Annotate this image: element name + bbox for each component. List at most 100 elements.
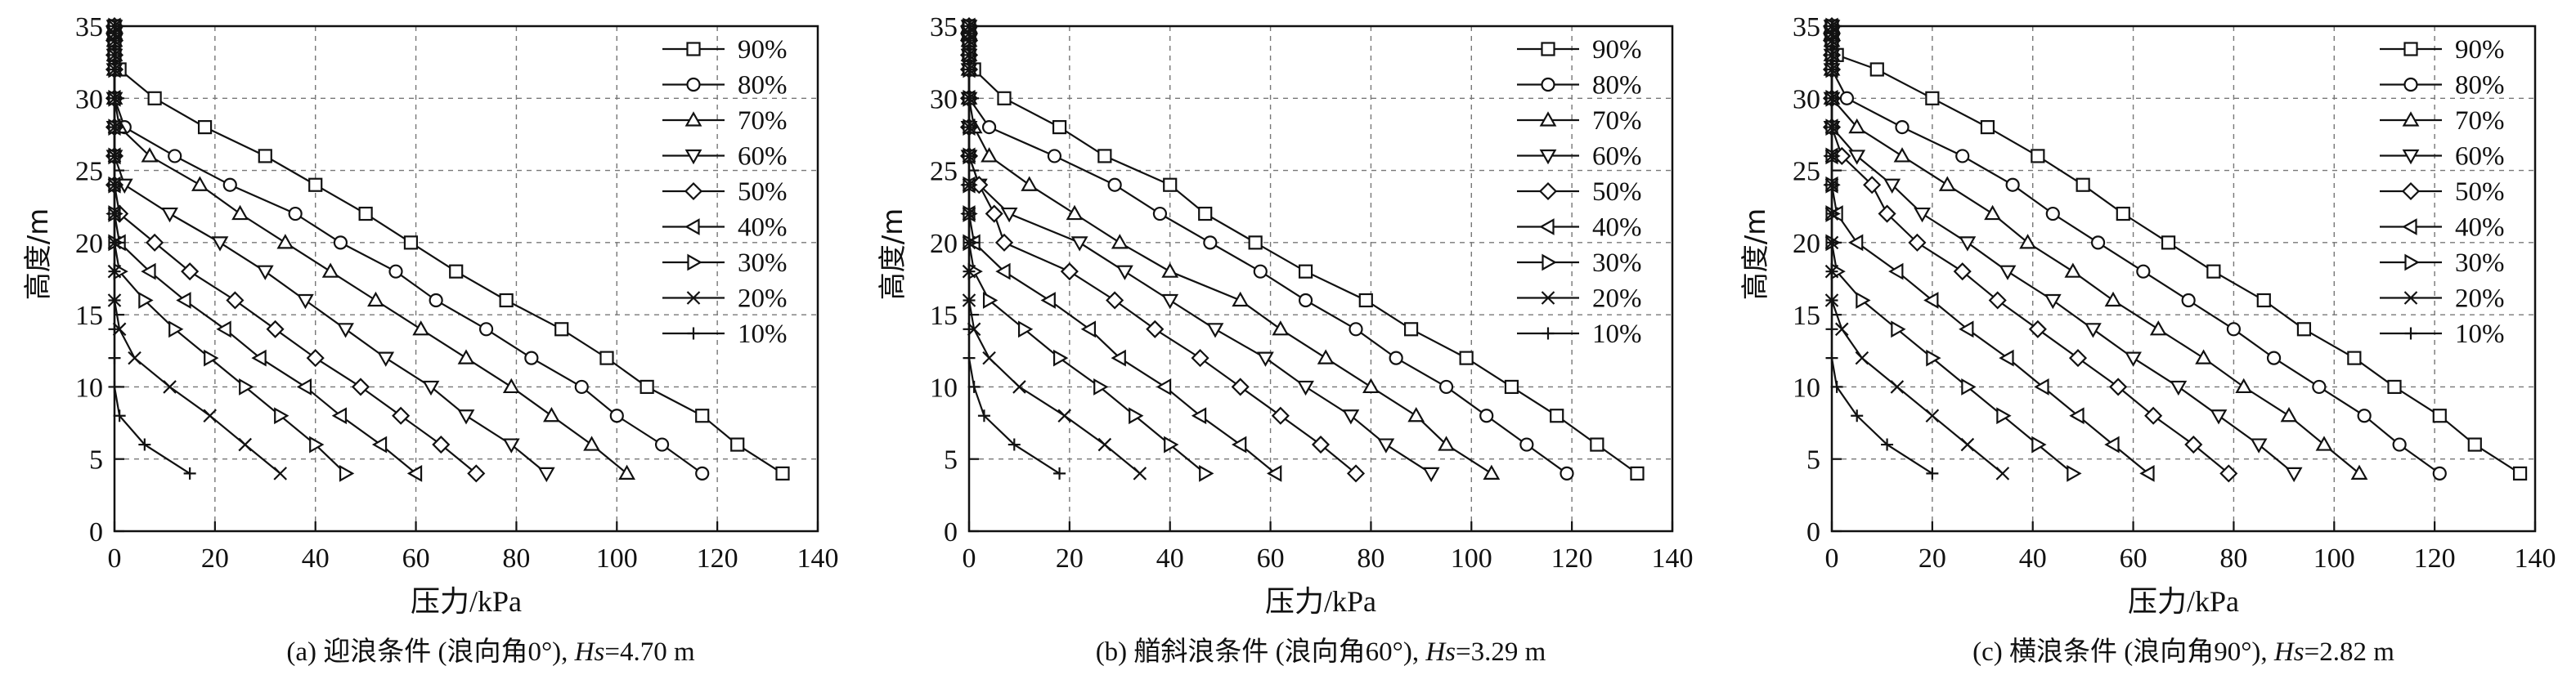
legend-marker: [686, 77, 701, 92]
legend-label: 30%: [2455, 248, 2505, 278]
data-point-circle: [1560, 466, 1574, 481]
legend-marker: [1541, 42, 1555, 56]
data-point-triangle-right: [274, 407, 289, 425]
series-line-90pct: [967, 26, 1638, 475]
x-axis-label: 压力/kPa: [2128, 585, 2239, 618]
data-point-circle: [288, 206, 303, 221]
data-point-triangle-down: [2170, 380, 2188, 396]
data-point-triangle-right: [239, 378, 254, 396]
y-tick-label: 5: [944, 445, 958, 476]
y-tick-label: 25: [930, 157, 958, 187]
legend-label: 70%: [738, 106, 788, 136]
data-point-square: [1630, 466, 1645, 481]
y-tick-label: 30: [75, 84, 103, 114]
data-point-diamond: [2068, 349, 2088, 368]
data-point-triangle-left: [331, 407, 348, 425]
x-tick-label: 40: [2019, 543, 2047, 574]
legend-marker: [1542, 253, 1557, 271]
legend-marker: [1542, 327, 1555, 340]
legend-label: 60%: [738, 142, 788, 172]
data-point-triangle-down: [2085, 323, 2102, 338]
data-point-triangle-up: [1066, 204, 1084, 221]
y-tick-label: 30: [930, 84, 958, 114]
data-point-triangle-up: [191, 176, 209, 191]
legend-label: 30%: [1592, 248, 1642, 278]
y-axis-label: 高度/m: [877, 208, 909, 301]
data-point-square: [2467, 437, 2482, 452]
data-point-triangle-down: [1257, 351, 1274, 367]
data-point-square: [2512, 466, 2528, 481]
data-point-plus: [1851, 409, 1864, 422]
legend-label: 20%: [738, 284, 788, 314]
data-point-plus: [1881, 438, 1894, 451]
axes-frame: [113, 25, 819, 533]
data-point-circle: [695, 466, 710, 481]
data-point-square: [1298, 264, 1313, 279]
data-point-triangle-left: [1847, 234, 1864, 252]
data-point-triangle-up: [543, 407, 560, 422]
data-point-square: [1052, 120, 1067, 135]
data-point-square: [2206, 264, 2221, 279]
legend-label: 70%: [2455, 106, 2505, 136]
legend-marker: [2402, 149, 2420, 165]
x-tick-label: 100: [1451, 543, 1492, 574]
data-point-diamond: [467, 464, 486, 483]
y-tick-label: 0: [89, 517, 103, 548]
data-point-square: [730, 437, 745, 452]
data-point-triangle-left: [1191, 407, 1207, 425]
data-point-square: [1097, 149, 1112, 163]
series-line-50pct: [1830, 26, 2229, 475]
data-point-triangle-right: [1164, 436, 1179, 454]
data-point-triangle-left: [1080, 320, 1097, 338]
data-point-triangle-left: [176, 292, 191, 309]
data-point-triangle-down: [1342, 409, 1360, 425]
legend-marker: [2402, 111, 2420, 127]
legend-marker: [2403, 42, 2418, 56]
data-point-triangle-left: [1040, 292, 1056, 309]
axes-frame: [1830, 25, 2537, 533]
data-point-square: [1403, 322, 1419, 337]
series-line-20pct: [113, 26, 281, 475]
data-point-diamond: [1346, 464, 1366, 483]
data-point-triangle-right: [309, 436, 325, 454]
data-point-triangle-left: [1923, 292, 1939, 309]
data-point-triangle-right: [1856, 292, 1871, 309]
data-point-triangle-up: [1362, 378, 1380, 394]
data-point-triangle-right: [138, 292, 154, 309]
data-point-square: [1248, 235, 1263, 250]
data-point-diamond: [351, 378, 370, 396]
data-point-circle: [2432, 466, 2447, 481]
data-point-diamond: [1106, 291, 1124, 310]
data-point-triangle-down: [1848, 150, 1866, 165]
data-point-triangle-down: [1914, 207, 1931, 223]
data-point-x: [163, 380, 177, 394]
data-point-triangle-left: [995, 262, 1011, 280]
x-tick-label: 120: [1551, 543, 1593, 574]
x-tick-label: 120: [2414, 543, 2456, 574]
data-point-x: [1925, 409, 1940, 423]
data-point-triangle-left: [216, 320, 231, 338]
data-point-circle: [981, 120, 997, 135]
panel-caption: (b) 艏斜浪条件 (浪向角60°), Hs=3.29 m: [1096, 637, 1546, 667]
x-tick-label: 20: [1056, 543, 1084, 574]
data-point-triangle-up: [2019, 234, 2036, 249]
data-point-triangle-down: [2250, 438, 2268, 454]
data-point-triangle-down: [1999, 265, 2017, 280]
data-point-triangle-down: [211, 236, 229, 252]
legend-marker: [684, 111, 702, 127]
y-tick-label: 20: [930, 229, 958, 259]
legend-marker: [1541, 77, 1555, 92]
caption-prefix: (b) 艏斜浪条件 (浪向角60°),: [1096, 637, 1426, 667]
data-point-circle: [524, 351, 539, 365]
data-point-square: [554, 322, 569, 337]
data-point-triangle-up: [1438, 436, 1455, 451]
series-line-60pct: [967, 26, 1432, 475]
data-point-triangle-up: [981, 147, 998, 163]
legend-label: 80%: [738, 71, 788, 101]
data-point-square: [1550, 409, 1564, 423]
data-point-diamond: [1953, 262, 1972, 281]
x-tick-label: 0: [963, 543, 976, 574]
series-line-70pct: [1830, 26, 2360, 475]
data-point-square: [2387, 379, 2402, 395]
x-tick-label: 140: [1652, 543, 1694, 574]
